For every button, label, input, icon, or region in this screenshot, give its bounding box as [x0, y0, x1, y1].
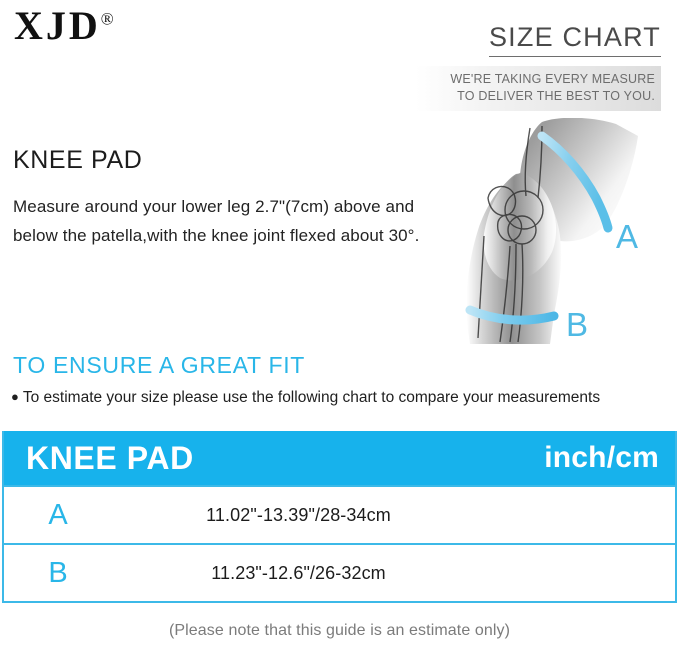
- row-value-b: 11.23"-12.6"/26-32cm: [211, 562, 386, 583]
- footer-note: (Please note that this guide is an estim…: [168, 622, 511, 639]
- diagram-label-b: B: [566, 306, 588, 343]
- table-header-row: KNEE PAD inch/cm: [4, 431, 675, 485]
- measurement-band-a: [537, 131, 613, 233]
- knee-joint-shape: [483, 173, 557, 281]
- product-description: Measure around your lower leg 2.7"(7cm) …: [13, 197, 420, 246]
- fit-note-text: To estimate your size please use the fol…: [22, 389, 601, 406]
- tagline-line-2: TO DELIVER THE BEST TO YOU.: [457, 88, 655, 103]
- product-title: KNEE PAD: [13, 146, 143, 174]
- fit-note: ● To estimate your size please use the fo…: [11, 387, 611, 409]
- size-chart-header: SIZE CHART WE'RE TAKING EVERY MEASURE TO…: [416, 22, 661, 111]
- registered-trademark-icon: ®: [100, 9, 114, 29]
- row-value-a: 11.02"-13.39"/28-34cm: [206, 504, 391, 525]
- measurement-band-b: [465, 305, 559, 325]
- table-row: A 11.02"-13.39"/28-34cm: [4, 485, 675, 543]
- diagram-label-a: A: [616, 218, 638, 255]
- table-header-product: KNEE PAD: [26, 440, 194, 476]
- brand-name: XJD: [14, 3, 101, 48]
- row-label-a: A: [48, 498, 68, 531]
- size-table: KNEE PAD inch/cm A 11.02"-13.39"/28-34cm…: [2, 431, 677, 603]
- row-label-b: B: [48, 556, 68, 589]
- tagline-line-1: WE'RE TAKING EVERY MEASURE: [450, 72, 655, 87]
- table-row: B 11.23"-12.6"/26-32cm: [4, 543, 675, 601]
- page-title: SIZE CHART: [488, 22, 661, 58]
- brand-logo: XJD®: [14, 6, 114, 46]
- tagline-band: WE'RE TAKING EVERY MEASURE TO DELIVER TH…: [416, 66, 661, 111]
- bullet-icon: ●: [11, 389, 19, 404]
- knee-diagram: A B: [438, 118, 674, 346]
- table-header-unit: inch/cm: [544, 441, 659, 474]
- fit-heading: TO ENSURE A GREAT FIT: [13, 352, 306, 378]
- bone-outlines: [477, 125, 544, 343]
